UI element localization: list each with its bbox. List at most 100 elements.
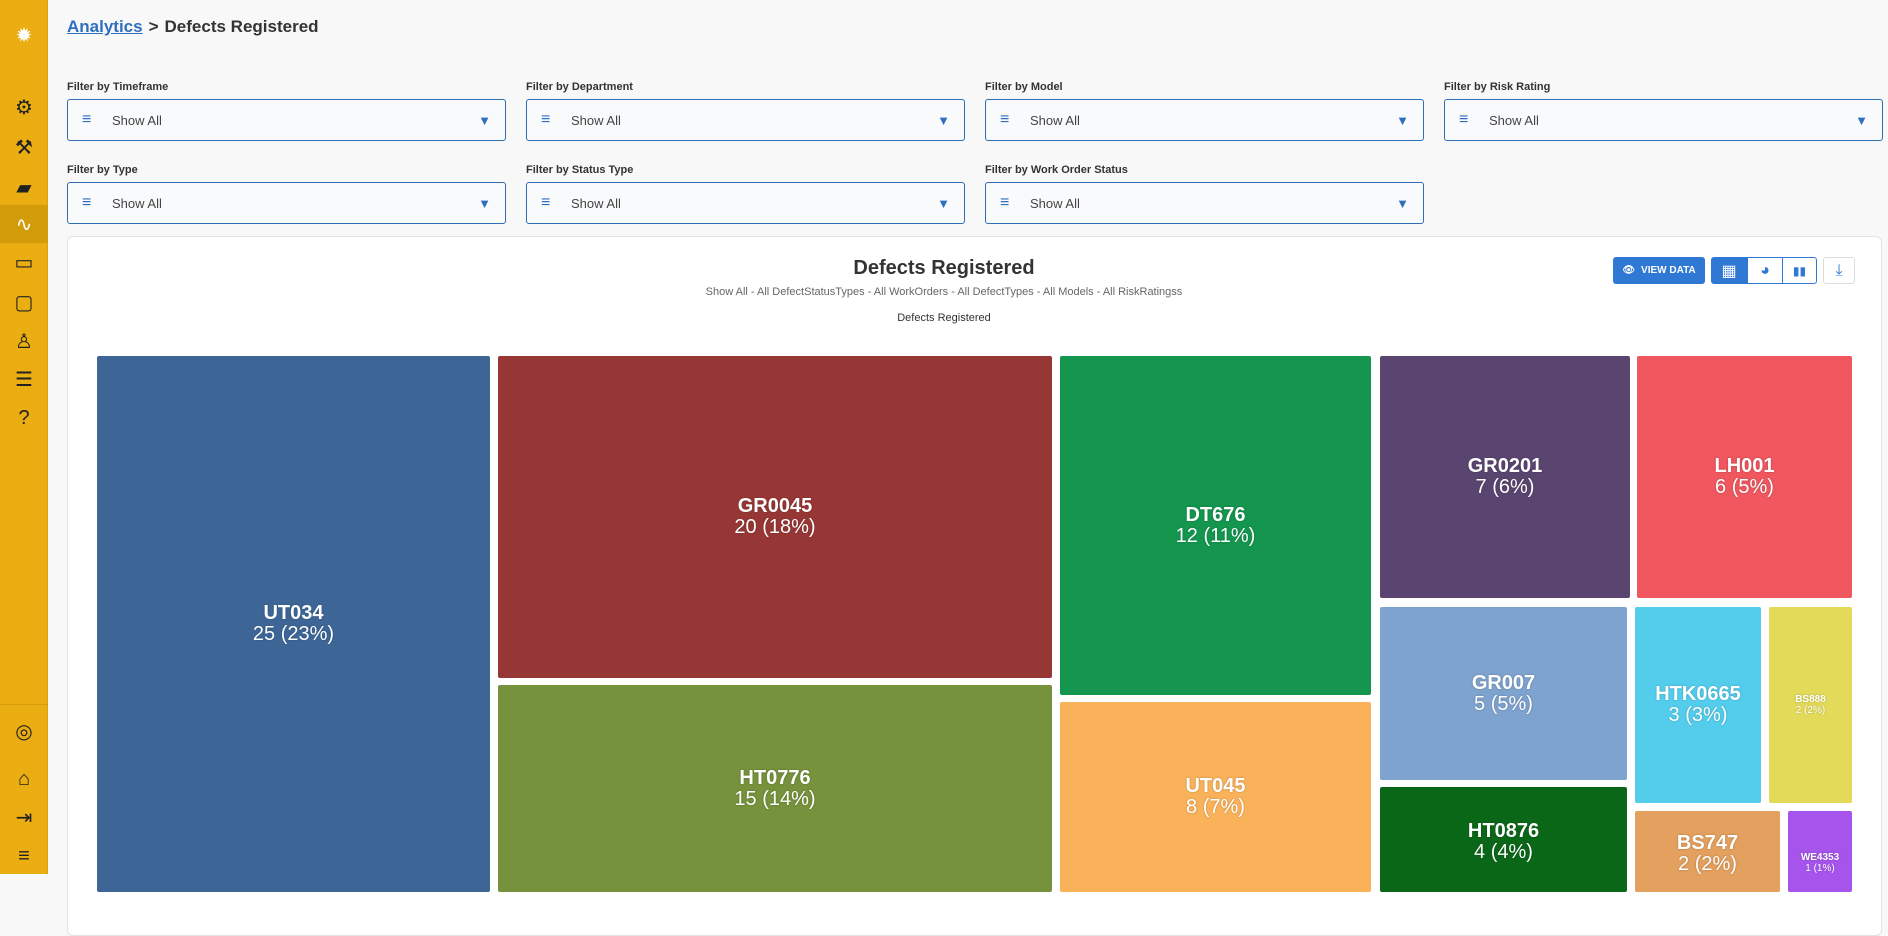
pie-view-button[interactable]: ◕ <box>1747 257 1783 284</box>
dropdown-arrow-icon: ▼ <box>937 195 950 211</box>
barrier-nav-item[interactable]: ▰ <box>0 168 48 206</box>
treemap-tile-ht0876[interactable]: HT0876 4 (4%) <box>1380 787 1627 892</box>
treemap-tile-dt676[interactable]: DT676 12 (11%) <box>1060 356 1371 695</box>
download-button[interactable]: ⤓ <box>1823 257 1855 284</box>
tile-value: 2 (2%) <box>1678 853 1737 875</box>
tile-value: 6 (5%) <box>1715 476 1774 498</box>
filter-dropdown[interactable]: ≡ Show All ▼ <box>526 182 965 224</box>
logo-nav-item[interactable]: ✹ <box>0 16 48 54</box>
gear-nav-item[interactable]: ⚙ <box>0 88 48 126</box>
bar-view-button[interactable]: ▮▮ <box>1782 257 1817 284</box>
filter-icon: ≡ <box>82 111 92 128</box>
tile-name: BS747 <box>1676 832 1739 854</box>
dropdown-arrow-icon: ▼ <box>478 195 491 211</box>
filter-icon: ≡ <box>541 194 551 211</box>
filter-dropdown[interactable]: ≡ Show All ▼ <box>985 182 1424 224</box>
barrier-icon: ▰ <box>16 176 32 199</box>
filter-label: Filter by Department <box>526 81 633 93</box>
filter-value: Show All <box>112 112 162 128</box>
treemap-tile-ut045[interactable]: UT045 8 (7%) <box>1060 702 1371 892</box>
tile-value: 4 (4%) <box>1474 841 1533 863</box>
bar-chart-icon: ▮▮ <box>1792 263 1807 278</box>
gear-icon: ⚙ <box>15 96 33 119</box>
dropdown-arrow-icon: ▼ <box>478 112 491 128</box>
analytics-icon: ∿ <box>15 213 33 236</box>
treemap-tile-gr0045[interactable]: GR0045 20 (18%) <box>498 356 1052 678</box>
breadcrumb: Analytics > Defects Registered <box>67 17 319 37</box>
help-nav-item[interactable]: ? <box>0 399 48 437</box>
profile-icon: ◎ <box>15 720 33 743</box>
tile-name: UT045 <box>1185 775 1246 797</box>
breadcrumb-analytics-link[interactable]: Analytics <box>67 17 143 36</box>
clipboard-nav-item[interactable]: ▢ <box>0 283 48 321</box>
eye-icon: 👁 <box>1622 265 1636 276</box>
logo-icon: ✹ <box>15 24 33 47</box>
treemap-tile-htk0665[interactable]: HTK0665 3 (3%) <box>1635 607 1761 803</box>
analytics-nav-item[interactable]: ∿ <box>0 205 48 243</box>
filter-label: Filter by Model <box>985 81 1063 93</box>
treemap-tile-bs747[interactable]: BS747 2 (2%) <box>1635 811 1780 892</box>
treemap-tile-lh001[interactable]: LH001 6 (5%) <box>1637 356 1852 598</box>
treemap-tile-ut034[interactable]: UT034 25 (23%) <box>97 356 490 892</box>
profile-nav-item[interactable]: ◎ <box>0 712 48 750</box>
dropdown-arrow-icon: ▼ <box>937 112 950 128</box>
filter-label: Filter by Type <box>67 164 138 176</box>
filter-dropdown[interactable]: ≡ Show All ▼ <box>526 99 965 141</box>
home-nav-item[interactable]: ⌂ <box>0 760 48 798</box>
treemap-tile-ht0776[interactable]: HT0776 15 (14%) <box>498 685 1052 892</box>
tile-value: 1 (1%) <box>1805 863 1835 874</box>
sliders-nav-item[interactable]: ☰ <box>0 360 48 398</box>
sliders-icon: ☰ <box>15 368 33 391</box>
tile-value: 7 (6%) <box>1475 476 1535 498</box>
tile-name: GR0201 <box>1467 455 1543 477</box>
filter-value: Show All <box>571 195 621 211</box>
treemap-icon: ▦ <box>1721 262 1737 280</box>
tile-value: 15 (14%) <box>734 787 816 810</box>
filter-icon: ≡ <box>82 194 92 211</box>
logout-nav-item[interactable]: ⇥ <box>0 798 48 836</box>
filter-label: Filter by Risk Rating <box>1444 81 1551 93</box>
breadcrumb-separator: > <box>148 17 159 36</box>
filter-label: Filter by Status Type <box>526 164 634 176</box>
filter-dropdown[interactable]: ≡ Show All ▼ <box>67 99 506 141</box>
treemap-view-button[interactable]: ▦ <box>1711 257 1747 284</box>
tile-name: LH001 <box>1714 455 1775 477</box>
view-data-label: VIEW DATA <box>1641 265 1696 276</box>
logout-icon: ⇥ <box>15 806 33 829</box>
dropdown-arrow-icon: ▼ <box>1855 112 1868 128</box>
user-icon: ♙ <box>15 330 33 353</box>
collapse-menu-icon: ≡ <box>18 844 30 867</box>
treemap-tile-we4353[interactable]: WE4353 1 (1%) <box>1788 811 1852 892</box>
sidebar-divider <box>0 704 48 705</box>
filter-label: Filter by Timeframe <box>67 81 169 93</box>
filter-dropdown[interactable]: ≡ Show All ▼ <box>67 182 506 224</box>
tile-name: BS888 <box>1795 694 1826 705</box>
treemap-tile-gr007[interactable]: GR007 5 (5%) <box>1380 607 1627 780</box>
user-nav-item[interactable]: ♙ <box>0 322 48 360</box>
filter-value: Show All <box>1030 112 1080 128</box>
tile-name: HT0776 <box>739 766 811 789</box>
filter-label: Filter by Work Order Status <box>985 164 1128 176</box>
treemap-tile-gr0201[interactable]: GR0201 7 (6%) <box>1380 356 1630 598</box>
page-title: Defects Registered <box>164 17 319 36</box>
treemap-tile-bs888[interactable]: BS888 2 (2%) <box>1769 607 1852 803</box>
tile-name: GR007 <box>1471 671 1536 694</box>
tools-nav-item[interactable]: ⚒ <box>0 128 48 166</box>
view-data-button[interactable]: 👁 VIEW DATA <box>1613 257 1705 284</box>
filter-value: Show All <box>1489 112 1539 128</box>
filter-dropdown[interactable]: ≡ Show All ▼ <box>1444 99 1883 141</box>
home-icon: ⌂ <box>17 767 31 790</box>
chat-nav-item[interactable]: ▭ <box>0 243 48 281</box>
chart-subtitle: Show All - All DefectStatusTypes - All W… <box>705 286 1183 298</box>
tile-name: GR0045 <box>737 495 813 517</box>
tools-icon: ⚒ <box>15 136 33 159</box>
tile-name: HTK0665 <box>1655 683 1741 705</box>
chart-title: Defects Registered <box>853 257 1035 279</box>
filter-icon: ≡ <box>1459 111 1469 128</box>
collapse-menu-nav-item[interactable]: ≡ <box>0 837 48 875</box>
tile-name: DT676 <box>1185 503 1246 526</box>
dropdown-arrow-icon: ▼ <box>1396 112 1409 128</box>
tile-value: 8 (7%) <box>1186 796 1245 818</box>
filter-dropdown[interactable]: ≡ Show All ▼ <box>985 99 1424 141</box>
tile-value: 20 (18%) <box>734 516 816 538</box>
